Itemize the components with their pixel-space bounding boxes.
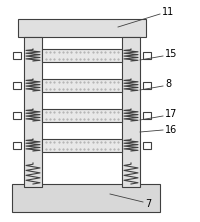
Bar	[122, 37, 140, 187]
Bar	[143, 112, 151, 119]
Text: 8: 8	[165, 79, 171, 89]
Bar	[13, 52, 21, 59]
Bar	[13, 112, 21, 119]
Bar	[18, 19, 146, 37]
Bar	[143, 82, 151, 89]
Bar	[12, 184, 160, 212]
Text: 15: 15	[165, 49, 177, 59]
Bar	[13, 82, 21, 89]
Text: 11: 11	[162, 7, 174, 17]
Bar	[42, 109, 122, 122]
Bar	[24, 37, 42, 187]
Bar	[143, 142, 151, 149]
Bar	[42, 79, 122, 92]
Bar	[42, 49, 122, 62]
Bar	[13, 142, 21, 149]
Bar	[42, 139, 122, 152]
Text: 17: 17	[165, 109, 177, 119]
Text: 7: 7	[145, 199, 151, 209]
Bar	[143, 52, 151, 59]
Text: 16: 16	[165, 125, 177, 135]
